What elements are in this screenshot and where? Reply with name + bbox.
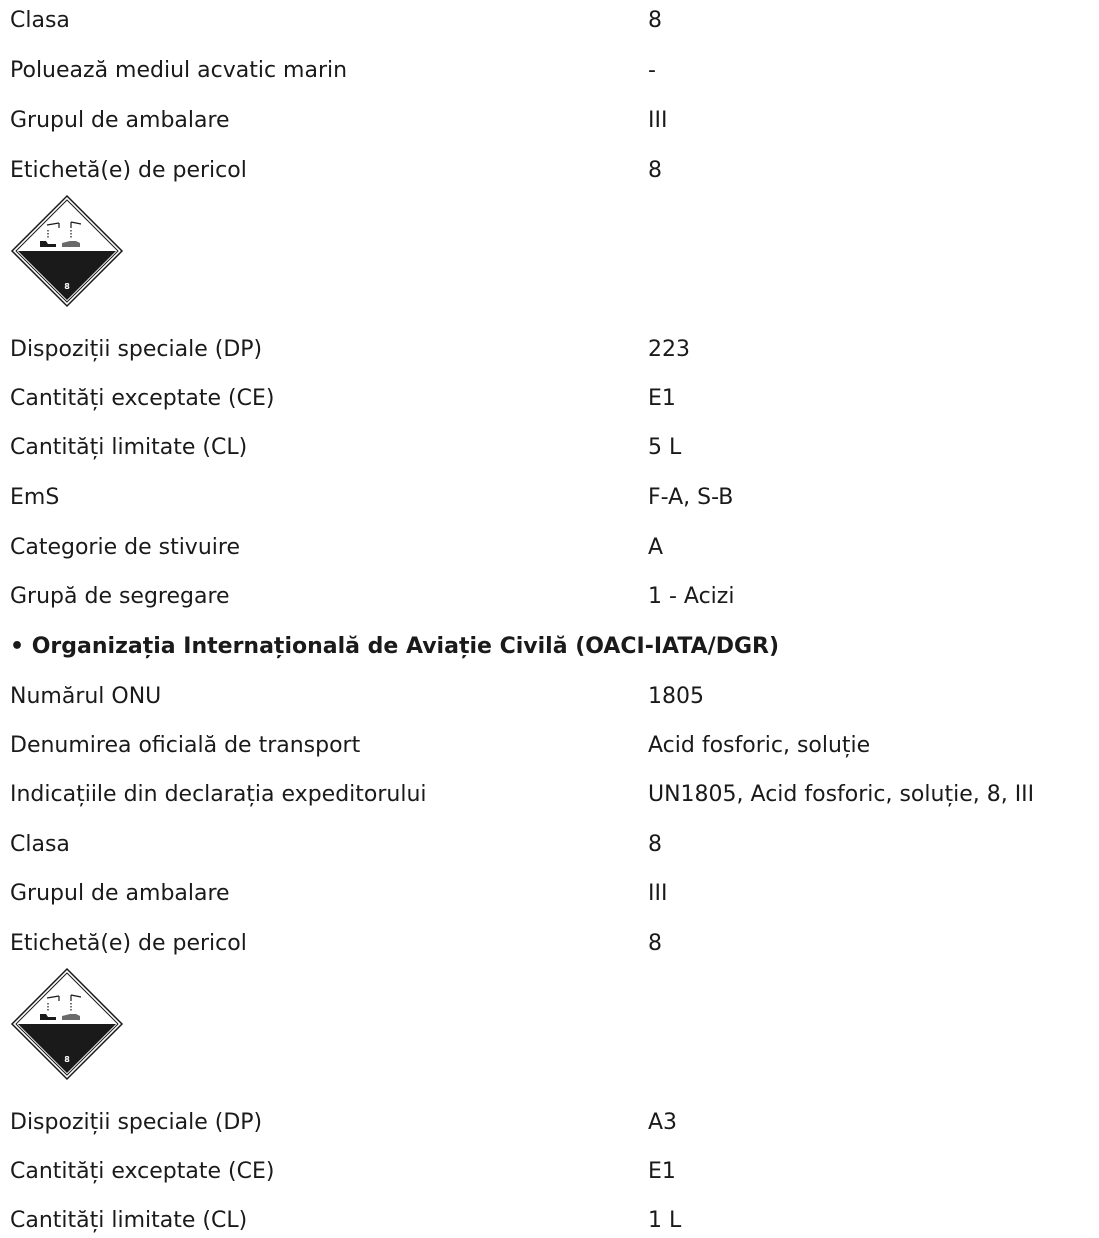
- row-value: Acid fosforic, soluție: [648, 733, 871, 758]
- row-value: 8: [648, 158, 662, 183]
- row-value: 8: [648, 931, 662, 956]
- row-special-provisions: Dispoziții speciale (DP) 223: [10, 333, 1099, 367]
- row-value: A3: [648, 1110, 678, 1135]
- row-special-provisions-air: Dispoziții speciale (DP) A3: [10, 1106, 1099, 1140]
- hazard-label-number: 8: [64, 1055, 70, 1064]
- row-value: E1: [648, 1159, 676, 1184]
- row-un-number: Numărul ONU 1805: [10, 680, 1099, 714]
- row-label: Grupul de ambalare: [10, 881, 230, 906]
- row-value: 1805: [648, 684, 704, 709]
- section-heading-icao: • Organizația Internațională de Aviație …: [10, 634, 780, 659]
- row-value: 8: [648, 832, 662, 857]
- row-excepted-quantities: Cantități exceptate (CE) E1: [10, 382, 1099, 416]
- row-label: Dispoziții speciale (DP): [10, 1110, 263, 1135]
- row-value: 1 L: [648, 1208, 682, 1233]
- row-shipper-declaration: Indicațiile din declarația expeditorului…: [10, 778, 1099, 812]
- row-label: Etichetă(e) de pericol: [10, 158, 247, 183]
- row-label: Grupă de segregare: [10, 584, 230, 609]
- row-value: E1: [648, 386, 676, 411]
- row-label: Cantități exceptate (CE): [10, 1159, 275, 1184]
- row-label: Poluează mediul acvatic marin: [10, 58, 348, 83]
- row-label: Etichetă(e) de pericol: [10, 931, 247, 956]
- row-label: Grupul de ambalare: [10, 108, 230, 133]
- row-label: Clasa: [10, 8, 70, 33]
- row-value: 5 L: [648, 435, 682, 460]
- row-label: Clasa: [10, 832, 70, 857]
- hazard-label-number: 8: [64, 282, 70, 291]
- row-label: Dispoziții speciale (DP): [10, 337, 263, 362]
- row-clasa: Clasa 8: [10, 4, 1099, 38]
- corrosive-class-8-icon: 8: [10, 194, 124, 308]
- row-value: 223: [648, 337, 690, 362]
- row-label: Denumirea oficială de transport: [10, 733, 361, 758]
- row-label: Cantități exceptate (CE): [10, 386, 275, 411]
- row-label: EmS: [10, 485, 60, 510]
- row-packing-group-air: Grupul de ambalare III: [10, 877, 1099, 911]
- row-value: A: [648, 535, 664, 560]
- row-marine-pollutant: Poluează mediul acvatic marin -: [10, 54, 1099, 88]
- row-stowage-category: Categorie de stivuire A: [10, 531, 1099, 565]
- row-ems: EmS F-A, S-B: [10, 481, 1099, 515]
- row-clasa-air: Clasa 8: [10, 828, 1099, 862]
- row-value: 1 - Acizi: [648, 584, 735, 609]
- row-proper-shipping-name: Denumirea oficială de transport Acid fos…: [10, 729, 1099, 763]
- row-segregation-group: Grupă de segregare 1 - Acizi: [10, 580, 1099, 614]
- row-packing-group: Grupul de ambalare III: [10, 104, 1099, 138]
- row-label: Cantități limitate (CL): [10, 1208, 248, 1233]
- row-label: Categorie de stivuire: [10, 535, 240, 560]
- row-value: 8: [648, 8, 662, 33]
- row-value: UN1805, Acid fosforic, soluție, 8, III: [648, 782, 1035, 807]
- row-limited-quantities: Cantități limitate (CL) 5 L: [10, 431, 1099, 465]
- row-excepted-quantities-air: Cantități exceptate (CE) E1: [10, 1155, 1099, 1189]
- row-value: -: [648, 58, 656, 83]
- row-label: Cantități limitate (CL): [10, 435, 248, 460]
- row-label: Numărul ONU: [10, 684, 162, 709]
- corrosive-class-8-icon: 8: [10, 967, 124, 1081]
- row-value: III: [648, 108, 668, 133]
- row-limited-quantities-air: Cantități limitate (CL) 1 L: [10, 1204, 1099, 1238]
- row-hazard-labels-air: Etichetă(e) de pericol 8: [10, 927, 1099, 961]
- row-value: F-A, S-B: [648, 485, 734, 510]
- row-hazard-labels: Etichetă(e) de pericol 8: [10, 154, 1099, 188]
- row-label: Indicațiile din declarația expeditorului: [10, 782, 427, 807]
- row-value: III: [648, 881, 668, 906]
